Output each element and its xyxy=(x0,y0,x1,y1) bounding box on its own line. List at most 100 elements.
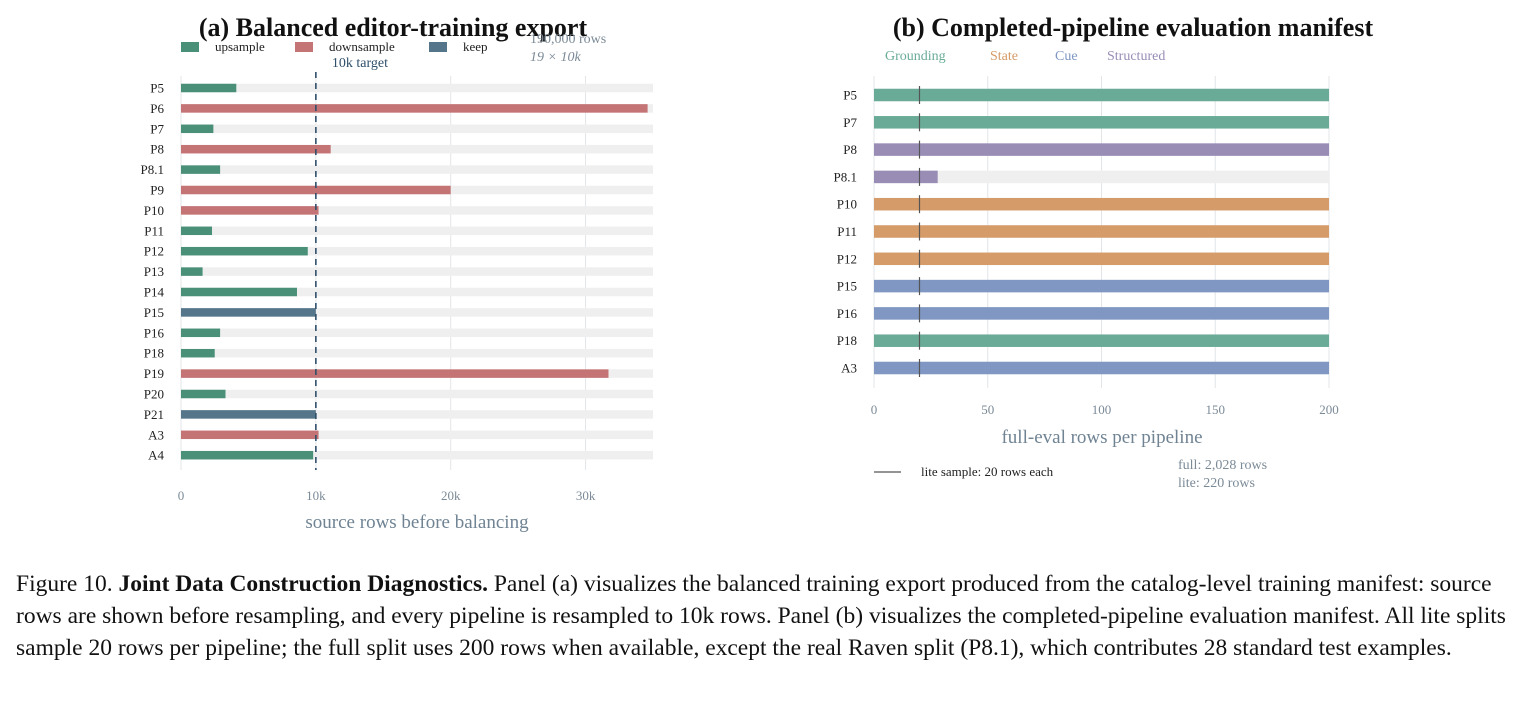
panel-a-category-label: P9 xyxy=(150,183,164,198)
panel-b-tick-label: 0 xyxy=(871,402,878,417)
panel-a-category-label: P12 xyxy=(144,244,164,259)
figure-caption: Figure 10. Joint Data Construction Diagn… xyxy=(16,568,1506,664)
panel-a-bar xyxy=(181,389,226,399)
panel-a-bar xyxy=(181,185,451,195)
panel-a-category-label: P8.1 xyxy=(141,162,164,177)
panel-b-bar xyxy=(874,361,1329,375)
panel-b-track xyxy=(874,170,1329,184)
panel-b-x-ticks: 0 50 100 150 200 xyxy=(871,402,1339,417)
panel-a-track xyxy=(181,165,653,174)
panel-a-category-label: P15 xyxy=(144,305,164,320)
panel-b-bar xyxy=(874,88,1329,102)
panel-b-note-lite: lite: 220 rows xyxy=(1178,476,1255,491)
panel-b-bar xyxy=(874,225,1329,238)
panel-a: (a) Balanced editor-training export upsa… xyxy=(141,13,653,533)
panel-b-category-label: P8 xyxy=(843,142,857,157)
panel-b-category-label: P12 xyxy=(837,251,857,266)
panel-a-tick-label: 30k xyxy=(576,488,596,503)
panel-b-xlabel: full-eval rows per pipeline xyxy=(1001,427,1202,448)
panel-a-target-line: 10k target xyxy=(315,56,388,470)
panel-a-note-total: 190,000 rows xyxy=(530,32,606,47)
panel-b-legend: Grounding State Cue Structured xyxy=(885,49,1165,64)
panel-a-track xyxy=(181,287,653,297)
panel-b-bar xyxy=(874,143,1329,156)
panel-b-category-label: P8.1 xyxy=(834,169,857,184)
panel-b-bar xyxy=(874,252,1329,266)
panel-a-bar xyxy=(181,287,297,297)
panel-b-bar xyxy=(874,116,1329,129)
panel-a-bar xyxy=(181,104,648,113)
panel-a-tick-label: 0 xyxy=(178,488,185,503)
panel-a-bar xyxy=(181,410,316,419)
panel-a-category-label: P18 xyxy=(144,346,164,361)
panel-a-track xyxy=(181,450,653,460)
panel-a-x-ticks: 0 10k 20k 30k xyxy=(178,488,596,503)
panel-a-bar xyxy=(181,450,314,460)
panel-a-track xyxy=(181,124,653,134)
panel-a-bar xyxy=(181,206,319,215)
panel-a-note: 190,000 rows 19 × 10k xyxy=(530,32,606,65)
panel-a-bar xyxy=(181,83,237,93)
panel-a-tick-label: 20k xyxy=(441,488,461,503)
panel-a-category-label: P6 xyxy=(150,101,164,116)
panel-a-bar xyxy=(181,348,215,358)
panel-a-category-label: P19 xyxy=(144,366,164,381)
panel-a-legend-label: keep xyxy=(463,39,488,54)
panel-a-track xyxy=(181,144,653,154)
panel-a-track xyxy=(181,246,653,256)
panel-a-bars: P5 P6 P7 P8 P8.1 P9 P10 P11 P12 P13 P14 P15 P16 P18 P1… xyxy=(141,81,653,463)
panel-a-bar xyxy=(181,430,319,440)
panel-a-track xyxy=(181,83,653,93)
panel-a-category-label: P5 xyxy=(150,81,164,96)
panel-b-title: (b) Completed-pipeline evaluation manife… xyxy=(893,13,1374,42)
panel-a-xlabel: source rows before balancing xyxy=(305,512,529,533)
panel-a-track xyxy=(181,348,653,358)
panel-b-category-label: P16 xyxy=(837,306,858,321)
panel-b-note-full: full: 2,028 rows xyxy=(1178,458,1267,473)
panel-b-category-label: P18 xyxy=(837,333,857,348)
panel-a-category-label: P21 xyxy=(144,407,164,422)
panel-a-track xyxy=(181,308,653,317)
panel-b-lite-legend-label: lite sample: 20 rows each xyxy=(921,464,1054,479)
panel-a-bar xyxy=(181,226,213,236)
panel-a-legend-swatch xyxy=(429,42,447,52)
panel-a-legend-swatch xyxy=(295,42,313,52)
panel-a-track xyxy=(181,410,653,419)
caption-prefix: Figure 10. xyxy=(16,571,113,597)
panel-a-legend-label: downsample xyxy=(329,39,395,54)
panel-b-note: full: 2,028 rows lite: 220 rows xyxy=(1178,458,1267,491)
panel-b-bar xyxy=(874,307,1329,320)
panel-a-legend-label: upsample xyxy=(215,39,265,54)
caption-bold: Joint Data Construction Diagnostics. xyxy=(118,571,488,597)
panel-b-bar xyxy=(874,170,938,184)
panel-b-legend-label: State xyxy=(990,49,1018,64)
panel-a-category-label: P16 xyxy=(144,325,165,340)
panel-a-bar xyxy=(181,369,609,378)
panel-b-category-label: P15 xyxy=(837,279,857,294)
panel-b-tick-label: 200 xyxy=(1319,402,1339,417)
panel-a-bar xyxy=(181,328,221,338)
panel-a-track xyxy=(181,430,653,440)
panel-b-category-label: P11 xyxy=(837,224,857,239)
panel-b-legend-label: Structured xyxy=(1107,49,1165,64)
figure: (a) Balanced editor-training export upsa… xyxy=(141,13,1374,533)
panel-a-category-label: A4 xyxy=(148,448,164,463)
panel-a-category-label: P11 xyxy=(144,223,164,238)
panel-b-bars: P5 P7 P8 P8.1 P10 P11 P12 P15 P16 P18 A3 xyxy=(834,86,1329,377)
panel-a-track xyxy=(181,226,653,236)
panel-a-target-label: 10k target xyxy=(332,56,388,71)
panel-b-tick-label: 150 xyxy=(1206,402,1226,417)
panel-a-bar xyxy=(181,144,331,154)
panel-a-category-label: P8 xyxy=(150,142,164,157)
panel-a-track xyxy=(181,389,653,399)
panel-a-track xyxy=(181,206,653,215)
panel-b-tick-label: 100 xyxy=(1092,402,1112,417)
panel-a-category-label: P14 xyxy=(144,285,165,300)
panel-b-tick-label: 50 xyxy=(981,402,994,417)
panel-a-bar xyxy=(181,124,214,134)
panel-b-legend-label: Cue xyxy=(1055,49,1078,64)
panel-a-category-label: A3 xyxy=(148,427,164,442)
panel-a-category-label: P7 xyxy=(150,121,164,136)
caption-body: Panel (a) visualizes the balanced traini… xyxy=(16,571,1506,661)
panel-b-bar xyxy=(874,279,1329,293)
